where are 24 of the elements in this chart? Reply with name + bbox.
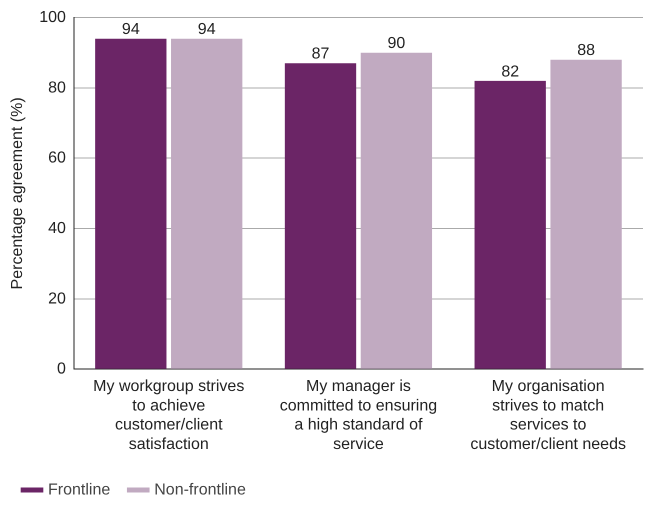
y-tick-label: 80	[48, 79, 66, 96]
y-tick-label: 40	[48, 220, 66, 237]
bar	[171, 38, 242, 369]
data-label: 88	[577, 42, 596, 60]
y-tick-label: 100	[39, 9, 66, 26]
legend-label: Frontline	[48, 481, 110, 498]
x-tick-label: My manager is committed to ensuring a high standard of service	[280, 378, 438, 453]
bar	[360, 52, 432, 369]
y-tick-label: 60	[48, 150, 66, 167]
y-tick-label: 0	[56, 360, 66, 378]
bar	[474, 80, 546, 369]
y-tick-label: 20	[48, 290, 66, 308]
bar	[550, 60, 622, 369]
data-label: 87	[312, 46, 330, 63]
x-tick-label: My organisation strives to match services to customer/client needs	[470, 378, 626, 453]
data-label: 94	[122, 21, 140, 38]
x-tick-label: My workgroup strives to achieve customer/client satisfaction	[93, 378, 244, 453]
bar	[95, 38, 166, 369]
legend-label: Non-frontline	[154, 481, 246, 498]
data-label: 82	[501, 63, 520, 80]
data-label: 90	[387, 35, 406, 52]
bar	[284, 63, 356, 369]
data-label: 94	[198, 21, 216, 38]
y-axis-title: Percentage agreement (%)	[9, 97, 26, 290]
